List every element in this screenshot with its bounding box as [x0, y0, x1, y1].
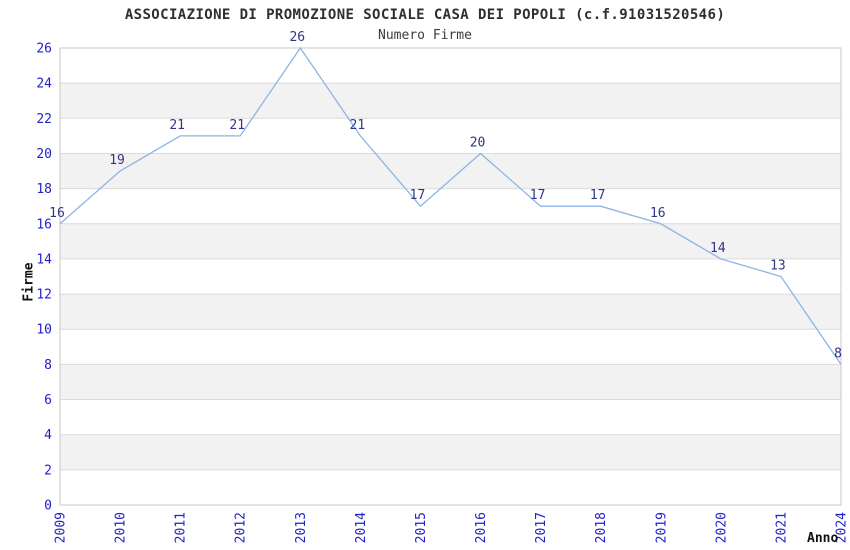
y-tick-label: 16: [36, 217, 52, 232]
x-axis-title: Anno: [807, 531, 839, 546]
x-tick-label: 2021: [774, 512, 789, 543]
x-tick-label: 2010: [114, 512, 129, 543]
y-tick-label: 2: [44, 463, 52, 478]
plot-border: [59, 47, 842, 506]
x-tick-label: 2011: [174, 512, 189, 543]
x-tick-label: 2019: [654, 512, 669, 543]
grid-band: [60, 294, 841, 330]
x-tick-label: 2016: [474, 512, 489, 543]
grid-band: [60, 153, 841, 189]
x-tick-label: 2013: [294, 512, 309, 543]
y-tick-label: 4: [44, 428, 52, 443]
data-point-label: 21: [350, 118, 366, 133]
y-axis-title: Firme: [21, 262, 37, 302]
data-point-label: 14: [710, 241, 726, 256]
data-point-label: 21: [229, 118, 245, 133]
x-tick-label: 2018: [594, 512, 609, 543]
data-point-label: 13: [770, 259, 786, 274]
y-tick-label: 20: [36, 147, 52, 162]
x-tick-label: 2014: [354, 512, 369, 543]
y-tick-label: 24: [36, 77, 52, 92]
y-tick-label: 22: [36, 112, 52, 127]
data-point-label: 21: [169, 118, 185, 133]
y-tick-label: 26: [36, 42, 52, 57]
chart-title: ASSOCIAZIONE DI PROMOZIONE SOCIALE CASA …: [124, 7, 726, 23]
grid-band: [60, 434, 841, 470]
data-point-label: 17: [410, 188, 426, 203]
chart-subtitle: Numero Firme: [378, 28, 472, 43]
grid-band: [60, 83, 841, 119]
y-tick-label: 6: [44, 393, 52, 408]
y-tick-label: 0: [44, 499, 52, 514]
y-tick-label: 8: [44, 358, 52, 373]
x-tick-label: 2020: [714, 512, 729, 543]
data-point-label: 19: [109, 153, 125, 168]
y-tick-label: 12: [36, 288, 52, 303]
data-point-label: 16: [650, 206, 666, 221]
data-point-label: 17: [590, 188, 606, 203]
x-tick-label: 2017: [534, 512, 549, 543]
y-tick-label: 18: [36, 182, 52, 197]
y-tick-label: 14: [36, 252, 52, 267]
x-tick-label: 2012: [234, 512, 249, 543]
y-tick-label: 10: [36, 323, 52, 338]
x-tick-label: 2015: [414, 512, 429, 543]
x-tick-label: 2024: [835, 512, 850, 543]
data-point-label: 26: [289, 30, 305, 45]
data-point-label: 20: [470, 135, 486, 150]
data-point-label: 8: [834, 346, 842, 361]
data-point-label: 16: [49, 206, 65, 221]
data-line: [59, 46, 842, 365]
x-tick-label: 2009: [54, 512, 69, 543]
data-point-label: 17: [530, 188, 546, 203]
grid-band: [60, 364, 841, 400]
